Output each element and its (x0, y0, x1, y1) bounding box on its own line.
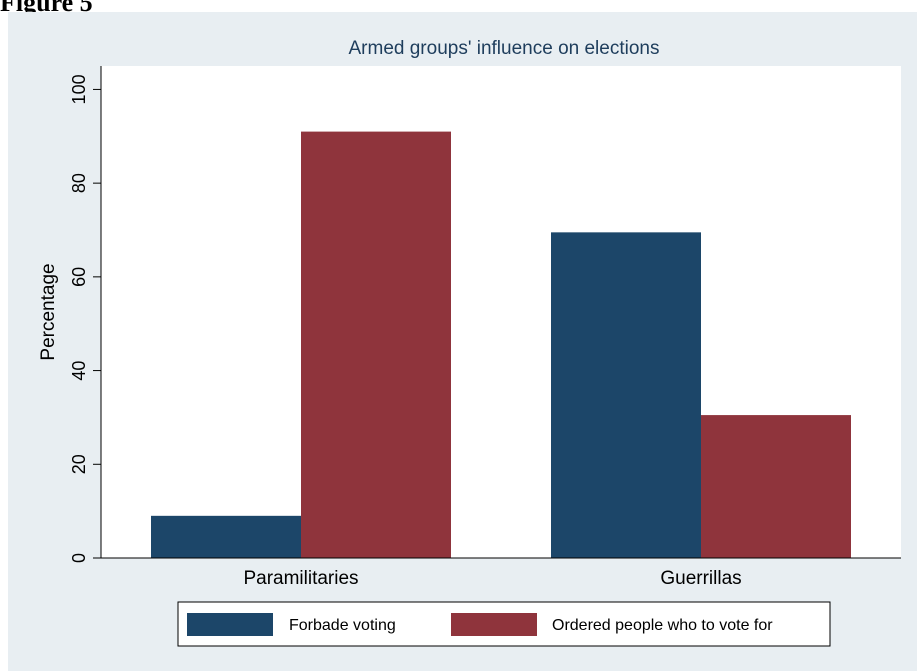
legend-label-forbade-voting: Forbade voting (289, 617, 396, 634)
legend-swatch-ordered-vote (451, 613, 537, 636)
legend-swatch-forbade-voting (187, 613, 273, 636)
y-axis-label: Percentage (38, 263, 59, 360)
x-axis: Paramilitaries Guerrillas (101, 557, 901, 589)
chart-title: Armed groups' influence on elections (349, 38, 660, 59)
bar-guerrillas-series-1 (701, 415, 851, 558)
bar-guerrillas-series-0 (551, 232, 701, 559)
y-tick-label: 100 (69, 74, 89, 104)
bars (151, 131, 851, 559)
legend-label-ordered-vote: Ordered people who to vote for (552, 617, 773, 634)
y-tick-label: 40 (69, 361, 89, 381)
bar-paramilitaries-series-1 (301, 131, 451, 558)
y-tick-label: 0 (69, 553, 89, 563)
x-category-label: Guerrillas (660, 568, 741, 589)
y-axis: 0 20 40 60 80 100 (69, 66, 102, 563)
bar-paramilitaries-series-0 (151, 515, 301, 558)
x-category-label: Paramilitaries (243, 568, 358, 589)
y-tick-label: 20 (69, 454, 89, 474)
y-tick-label: 60 (69, 267, 89, 287)
legend: Forbade voting Ordered people who to vot… (177, 601, 831, 647)
y-tick-label: 80 (69, 173, 89, 193)
